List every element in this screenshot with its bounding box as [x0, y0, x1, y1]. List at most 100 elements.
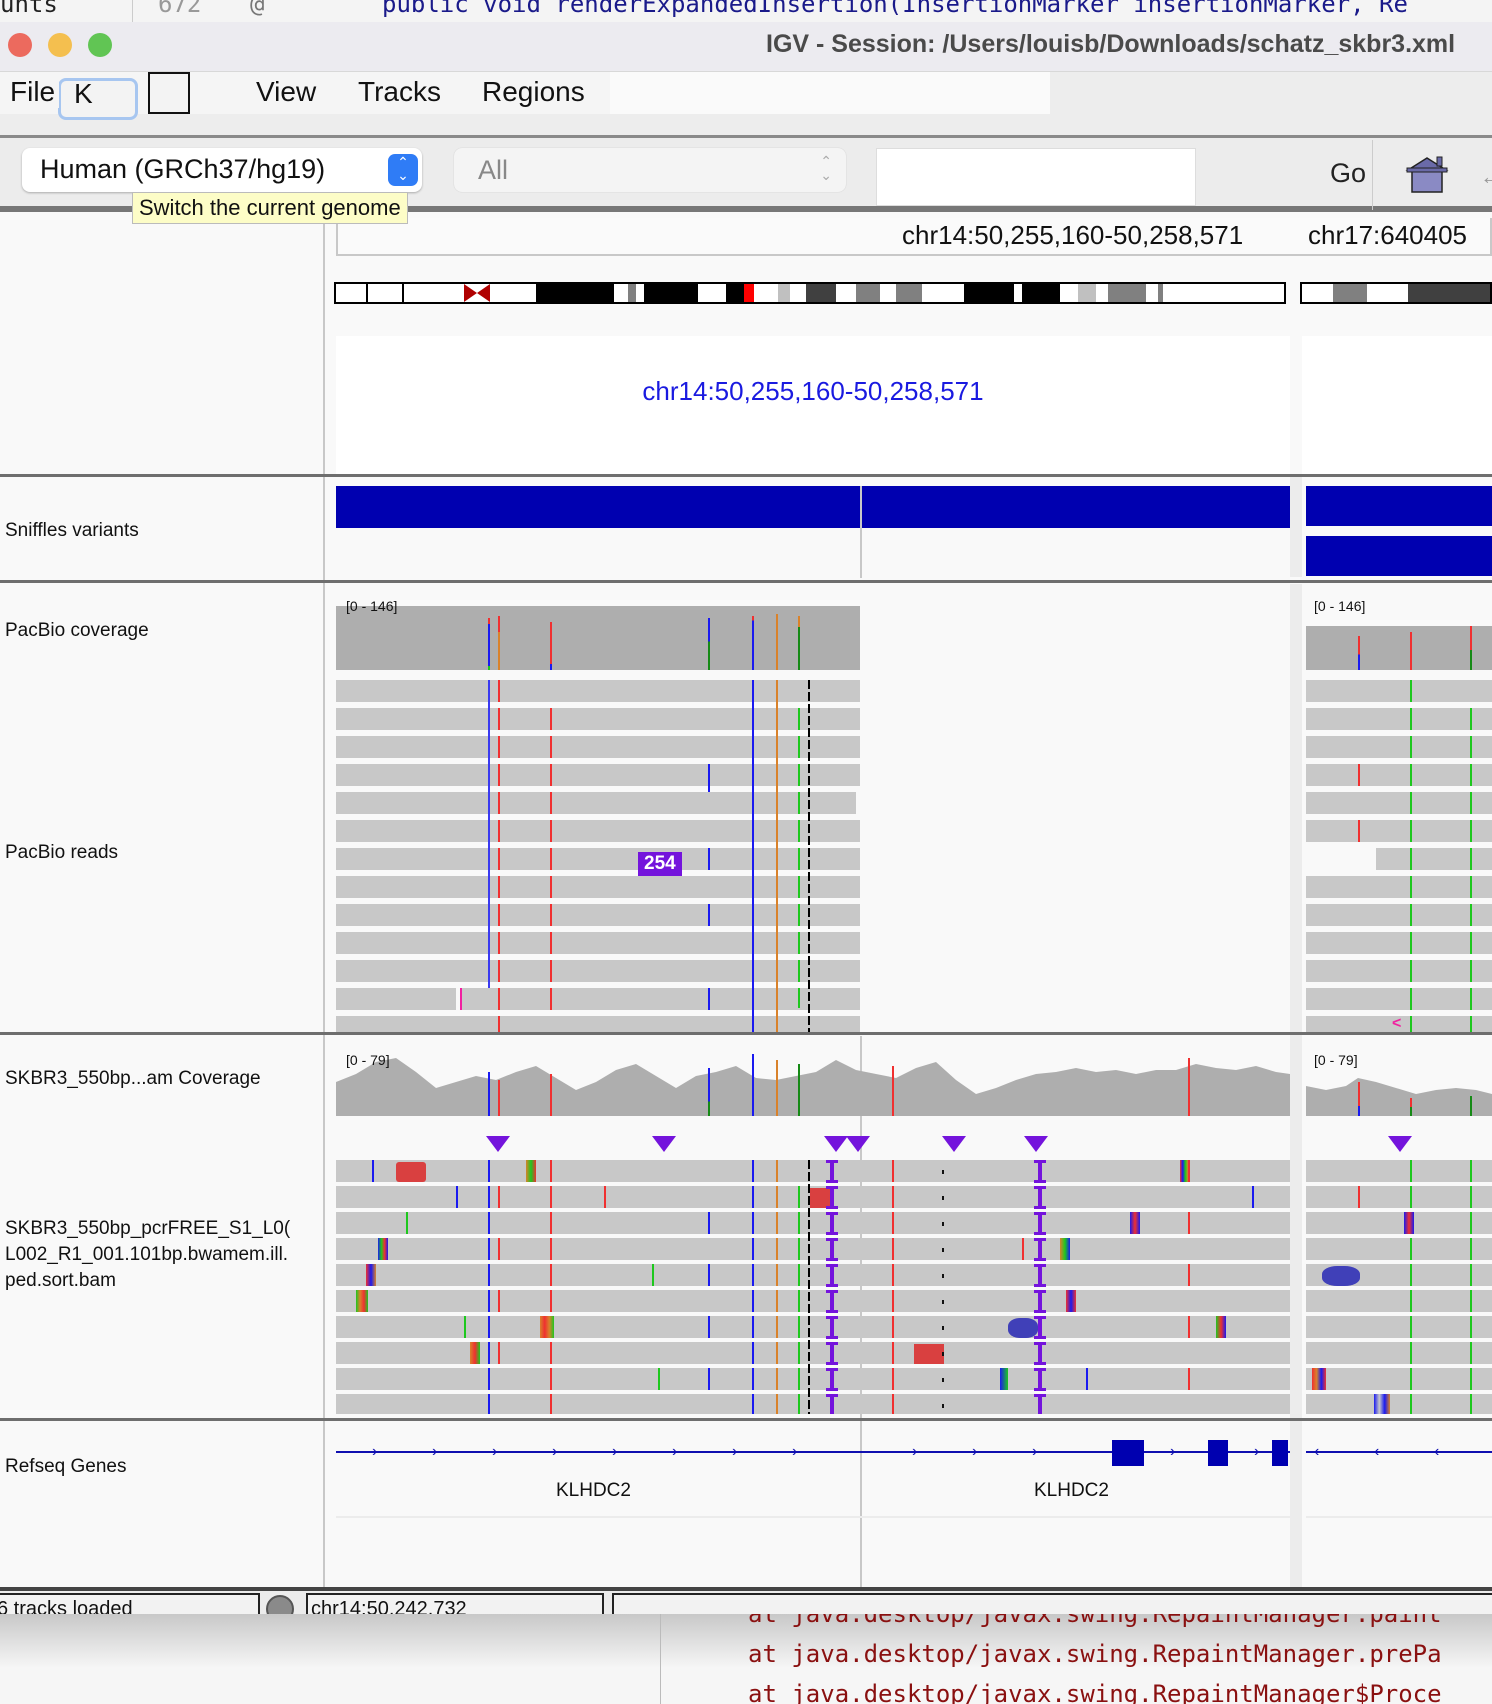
read[interactable]	[336, 708, 860, 730]
coverage-mismatch-bar[interactable]	[752, 616, 754, 670]
menu-tracks[interactable]: Tracks	[358, 76, 441, 107]
gene-exon[interactable]	[1208, 1440, 1228, 1466]
read[interactable]	[1306, 1186, 1492, 1208]
close-window-button[interactable]	[8, 33, 32, 57]
read[interactable]	[1376, 848, 1492, 870]
minimize-window-button[interactable]	[48, 33, 72, 57]
read[interactable]	[336, 736, 860, 758]
coverage-mismatch-bar[interactable]	[488, 618, 490, 670]
read[interactable]	[336, 1394, 1290, 1414]
read[interactable]	[336, 1290, 1290, 1312]
insertion-marker[interactable]	[846, 1136, 870, 1152]
read[interactable]	[1306, 820, 1492, 842]
coverage-mismatch-bar[interactable]	[708, 1068, 710, 1116]
read[interactable]	[336, 1238, 1290, 1260]
track-name-pacbio-coverage[interactable]: PacBio coverage	[5, 620, 149, 641]
track-name-refseq[interactable]: Refseq Genes	[5, 1456, 127, 1477]
insertion-marker[interactable]	[652, 1136, 676, 1152]
name-panel-divider[interactable]	[323, 218, 325, 1587]
read[interactable]	[336, 1368, 1290, 1390]
soft-clip-block[interactable]	[914, 1344, 944, 1364]
coverage-mismatch-bar[interactable]	[1358, 1082, 1360, 1116]
sv-feature[interactable]	[1306, 486, 1492, 526]
coverage-histogram[interactable]	[336, 1044, 1290, 1116]
read[interactable]	[336, 1264, 1290, 1286]
genome-dropdown[interactable]: Human (GRCh37/hg19) ⌃ ⌄	[22, 148, 422, 192]
menu-regions[interactable]: Regions	[482, 76, 585, 107]
read[interactable]	[1306, 904, 1492, 926]
soft-clip-block[interactable]	[1008, 1318, 1038, 1338]
read[interactable]	[1306, 1016, 1492, 1032]
read[interactable]	[1306, 680, 1492, 702]
home-icon[interactable]	[1404, 154, 1450, 194]
soft-clip-block[interactable]	[396, 1162, 426, 1182]
coverage-mismatch-bar[interactable]	[776, 614, 778, 670]
coverage-mismatch-bar[interactable]	[1410, 1098, 1412, 1116]
coverage-mismatch-bar[interactable]	[1188, 1058, 1190, 1116]
frame1-title[interactable]: chr14:50,255,160-50,258,571	[642, 376, 984, 406]
gene-name-label[interactable]: KLHDC2	[556, 1480, 631, 1501]
frame1-locus-label[interactable]: chr14:50,255,160-50,258,571	[902, 220, 1244, 250]
read[interactable]	[336, 820, 860, 842]
read[interactable]	[1306, 1290, 1492, 1312]
read[interactable]	[336, 1316, 1290, 1338]
track-name-sniffles[interactable]: Sniffles variants	[5, 520, 139, 541]
coverage-mismatch-bar[interactable]	[1358, 636, 1360, 670]
locus-search-input[interactable]	[876, 148, 1196, 206]
read[interactable]	[336, 876, 860, 898]
read[interactable]	[1306, 960, 1492, 982]
read[interactable]	[336, 848, 860, 870]
read[interactable]	[336, 1016, 860, 1032]
chromosome-ideogram[interactable]	[334, 282, 1286, 304]
sv-feature[interactable]	[862, 486, 1290, 528]
coverage-mismatch-bar[interactable]	[550, 622, 552, 670]
read[interactable]	[1306, 1316, 1492, 1338]
read[interactable]	[1306, 1368, 1492, 1390]
coverage-mismatch-bar[interactable]	[752, 1054, 754, 1116]
read[interactable]	[1306, 988, 1492, 1010]
read[interactable]	[336, 932, 860, 954]
insertion-marker[interactable]	[942, 1136, 966, 1152]
maximize-window-button[interactable]	[88, 33, 112, 57]
read[interactable]	[336, 988, 456, 1010]
insertion-marker[interactable]	[486, 1136, 510, 1152]
read[interactable]	[336, 680, 860, 702]
read[interactable]	[1306, 1394, 1492, 1414]
frame2-locus-label[interactable]: chr17:640405	[1308, 220, 1468, 250]
insertion-marker[interactable]	[1388, 1136, 1412, 1152]
back-arrow-icon[interactable]: ←	[1480, 164, 1492, 189]
read[interactable]	[1306, 1160, 1492, 1182]
track-name-skbr3-reads-line2[interactable]: L002_R1_001.101bp.bwamem.ill.	[5, 1244, 289, 1265]
coverage-mismatch-bar[interactable]	[1410, 632, 1412, 670]
read[interactable]	[1306, 1342, 1492, 1364]
gene-intron-line[interactable]	[1306, 1451, 1492, 1453]
coverage-mismatch-bar[interactable]	[488, 1072, 490, 1116]
coverage-mismatch-bar[interactable]	[708, 618, 710, 670]
read[interactable]	[336, 904, 860, 926]
read[interactable]	[336, 1212, 1290, 1234]
gene-intron-line[interactable]	[336, 1451, 1290, 1453]
read[interactable]	[336, 792, 856, 814]
insertion-marker[interactable]	[824, 1136, 848, 1152]
coverage-mismatch-bar[interactable]	[1470, 1096, 1472, 1116]
coverage-mismatch-bar[interactable]	[798, 1064, 800, 1116]
track-name-skbr3-reads-line3[interactable]: ped.sort.bam	[5, 1270, 116, 1291]
sv-feature[interactable]	[1306, 536, 1492, 576]
coverage-histogram-frame2[interactable]	[1306, 1060, 1492, 1116]
track-name-skbr3-reads-line1[interactable]: SKBR3_550bp_pcrFREE_S1_L0(	[5, 1218, 291, 1239]
gene-exon[interactable]	[1272, 1440, 1288, 1466]
chromosome-dropdown[interactable]: All ⌃ ⌄	[454, 148, 846, 192]
chromosome-ideogram-frame2[interactable]	[1300, 282, 1492, 304]
read[interactable]	[1306, 764, 1492, 786]
read[interactable]	[1306, 736, 1492, 758]
coverage-mismatch-bar[interactable]	[1470, 626, 1472, 670]
coverage-mismatch-bar[interactable]	[550, 1074, 552, 1116]
read[interactable]	[1306, 932, 1492, 954]
read[interactable]	[1306, 1212, 1492, 1234]
read[interactable]	[336, 1342, 1290, 1364]
coverage-histogram[interactable]	[336, 606, 860, 670]
track-name-skbr3-coverage[interactable]: SKBR3_550bp...am Coverage	[5, 1068, 261, 1089]
soft-clip-block[interactable]	[1322, 1266, 1360, 1286]
coverage-mismatch-bar[interactable]	[498, 1080, 500, 1116]
read[interactable]	[336, 1160, 1290, 1182]
